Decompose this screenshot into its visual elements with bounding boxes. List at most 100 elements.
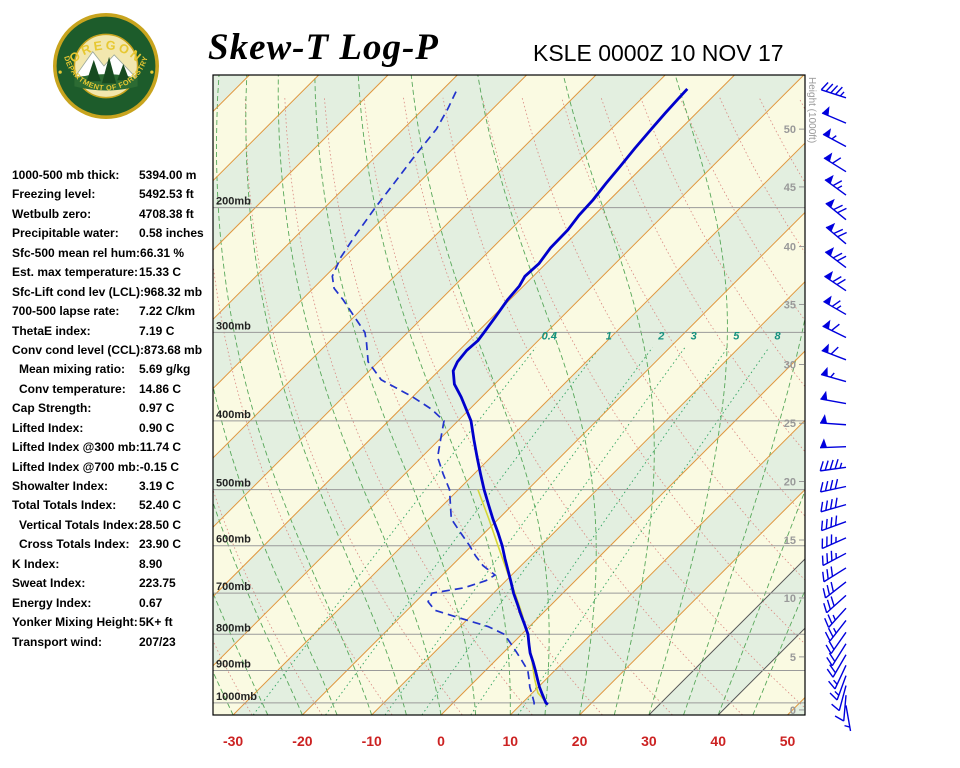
temp-axis-labels: -30 -20 -10 0 10 20 30 40 50 <box>223 733 796 749</box>
page-title: Skew-T Log-P <box>208 27 439 68</box>
stat-value: 0.67 <box>139 595 163 610</box>
stat-label: K Index: <box>12 556 60 571</box>
logo-star-left <box>58 70 62 74</box>
stat-row: Sfc-Lift cond lev (LCL):968.32 mb <box>12 283 218 302</box>
stat-value: -0.15 C <box>139 459 180 474</box>
stat-row: Vertical Totals Index:28.50 C <box>12 516 218 535</box>
mixing-ratio-labels: 0.4 1 2 3 5 8 <box>542 330 782 342</box>
height-label: 15 <box>784 535 796 547</box>
logo-star-right <box>150 70 154 74</box>
stat-label: Mean mixing ratio: <box>19 362 126 377</box>
stat-row: Conv cond level (CCL):873.68 mb <box>12 341 218 360</box>
height-label: 50 <box>784 124 796 136</box>
pressure-label: 200mb <box>216 196 251 208</box>
stat-label: Lifted Index @700 mb: <box>12 459 140 474</box>
mixing-ratio-label: 8 <box>775 330 782 342</box>
odf-logo-svg: OREGON DEPARTMENT OF FORESTRY <box>53 13 159 119</box>
mixing-ratio-lines <box>252 347 770 715</box>
stat-value: 7.22 C/km <box>139 304 196 319</box>
stat-label: Lifted Index: <box>12 420 84 435</box>
stat-value: 207/23 <box>139 634 176 649</box>
pressure-label: 800mb <box>216 622 251 634</box>
indices-panel: 1000-500 mb thick: 5394.00 m Freezing leve… <box>12 166 218 652</box>
background-bands <box>213 75 805 715</box>
stat-label: Showalter Index: <box>12 479 109 493</box>
temp-axis-label: -10 <box>362 733 382 749</box>
stat-label: Transport wind: <box>12 634 102 649</box>
stat-value: 0.90 C <box>139 420 175 435</box>
stat-value: 23.90 C <box>139 537 182 552</box>
mixing-ratio-label: 1 <box>606 330 612 342</box>
stat-value: 5K+ ft <box>139 615 173 630</box>
stat-label: Conv temperature: <box>19 381 126 396</box>
stat-row: Lifted Index: 0.90 C <box>12 419 218 438</box>
stat-row: Cross Totals Index: 23.90 C <box>12 535 218 554</box>
stat-label: Freezing level: <box>12 187 96 202</box>
stat-label: Energy Index: <box>12 595 92 610</box>
stat-value: 5.69 g/kg <box>139 362 191 377</box>
stat-label: Conv cond level (CCL): <box>12 342 145 357</box>
temp-axis-label: -20 <box>292 733 312 749</box>
odf-logo: OREGON DEPARTMENT OF FORESTRY <box>52 12 160 125</box>
stat-value: 968.32 mb <box>144 284 203 299</box>
stat-label: Vertical Totals Index: <box>19 517 139 532</box>
stat-label: 1000-500 mb thick: <box>12 168 120 182</box>
stat-value: 873.68 mb <box>144 342 203 357</box>
stat-row: 700-500 lapse rate: 7.22 C/km <box>12 302 218 321</box>
stat-row: Conv temperature: 14.86 C <box>12 380 218 399</box>
mixing-ratio-label: 3 <box>691 330 697 342</box>
stat-row: Total Totals Index: 52.40 C <box>12 496 218 515</box>
station-timestamp: KSLE 0000Z 10 NOV 17 <box>533 40 784 66</box>
temp-axis-label: 50 <box>780 733 796 749</box>
pressure-label: 900mb <box>216 659 251 671</box>
pressure-label: 600mb <box>216 534 251 546</box>
stat-row: Lifted Index @300 mb:11.74 C <box>12 438 218 457</box>
stat-value: 7.19 C <box>139 323 175 338</box>
stat-row: Cap Strength: 0.97 C <box>12 399 218 418</box>
stat-label: 700-500 lapse rate: <box>12 304 120 319</box>
moist-adiabats <box>213 75 805 715</box>
temp-axis-label: 10 <box>503 733 519 749</box>
stat-value: 4708.38 ft <box>139 206 194 221</box>
temperature-curve <box>451 87 689 706</box>
height-label: 20 <box>784 476 796 488</box>
stat-label: Total Totals Index: <box>12 498 117 513</box>
stat-row: Energy Index: 0.67 <box>12 594 218 613</box>
stat-value: 0.97 C <box>139 401 175 416</box>
stat-value: 28.50 C <box>139 517 182 532</box>
stat-row: Lifted Index @700 mb:-0.15 C <box>12 458 218 477</box>
stat-value: 15.33 C <box>139 265 182 280</box>
stat-label: Sweat Index: <box>12 576 86 591</box>
stat-row: Mean mixing ratio: 5.69 g/kg <box>12 360 218 379</box>
height-label: 10 <box>784 593 796 605</box>
temp-axis-label: 0 <box>437 733 445 749</box>
stat-label: Est. max temperature: <box>12 265 139 280</box>
height-label: 5 <box>790 652 796 664</box>
height-label: 0 <box>790 705 796 717</box>
mixing-ratio-label: 2 <box>657 330 664 342</box>
pressure-label: 1000mb <box>216 691 257 703</box>
stat-label: Cap Strength: <box>12 401 92 416</box>
stat-label: ThetaE index: <box>12 323 91 338</box>
pressure-lines: 200mb 300mb 400mb 500mb 600mb 700mb 800mb 900mb… <box>213 196 805 704</box>
stat-row: K Index: 8.90 <box>12 555 218 574</box>
stat-value: 5492.53 ft <box>139 187 194 202</box>
stat-label: Lifted Index @300 mb: <box>12 440 140 455</box>
stat-row: Yonker Mixing Height:5K+ ft <box>12 613 218 632</box>
temp-axis-label: -30 <box>223 733 243 749</box>
stat-value: 66.31 % <box>140 245 185 260</box>
pressure-label: 500mb <box>216 478 251 490</box>
stat-value: 223.75 <box>139 576 176 591</box>
temp-axis-label: 40 <box>710 733 726 749</box>
stat-label: Precipitable water: <box>12 226 119 241</box>
height-axis-title: Height (1000ft) <box>806 77 817 143</box>
stat-row: Transport wind: 207/23 <box>12 633 218 652</box>
stat-row: Wetbulb zero: 4708.38 ft <box>12 205 218 224</box>
height-scale: 0 5 10 15 20 25 30 35 40 45 50 Height (1000ft) <box>784 77 817 717</box>
pressure-label: 400mb <box>216 409 251 421</box>
stat-label: Wetbulb zero: <box>12 206 92 221</box>
height-label: 35 <box>784 299 796 311</box>
stat-value: 11.74 C <box>139 440 182 455</box>
pressure-label: 300mb <box>216 320 251 332</box>
